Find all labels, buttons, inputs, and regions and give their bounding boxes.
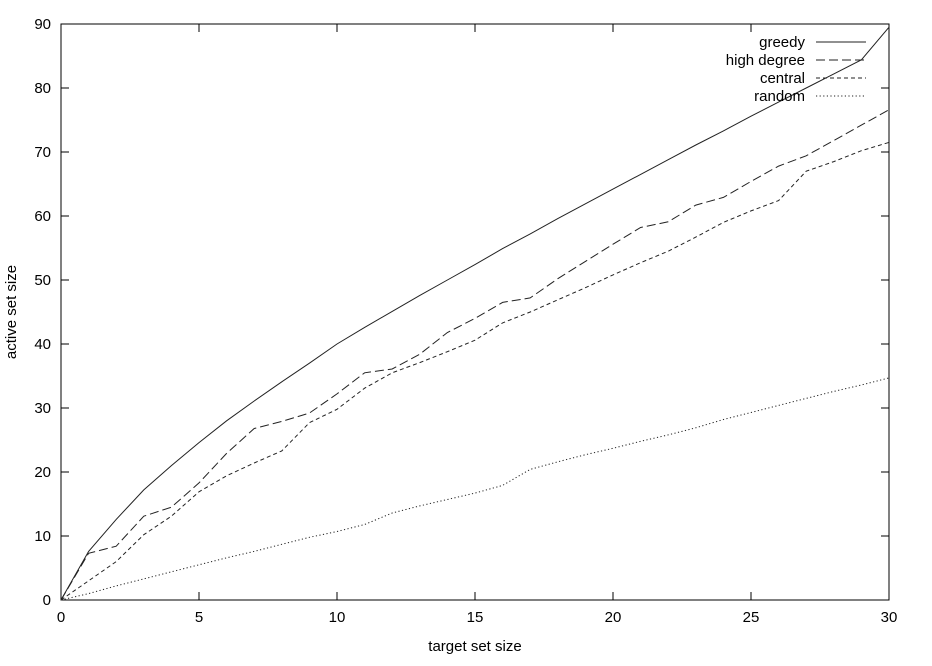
legend-label-random: random (754, 88, 805, 105)
x-axis-title: target set size (428, 638, 521, 655)
y-tick-label: 70 (34, 144, 51, 161)
y-tick-label: 80 (34, 80, 51, 97)
series-line-central (60, 141, 890, 601)
series-layer (60, 26, 890, 601)
y-tick-label: 40 (34, 336, 51, 353)
y-tick-label: 90 (34, 16, 51, 33)
series-line-high-degree (60, 109, 890, 601)
ticks-layer: 0 5 10 15 20 25 30 0 10 20 30 40 50 60 70 80 90 (34, 16, 897, 626)
y-tick-label: 50 (34, 272, 51, 289)
legend-label-high-degree: high degree (726, 52, 805, 69)
y-tick-label: 0 (43, 592, 51, 609)
x-tick-label: 15 (467, 609, 484, 626)
plot-frame (60, 23, 890, 601)
y-axis-title: active set size (3, 265, 20, 359)
y-tick-label: 30 (34, 400, 51, 417)
legend-label-central: central (760, 70, 805, 87)
legend-label-greedy: greedy (759, 34, 805, 51)
x-tick-label: 10 (329, 609, 346, 626)
series-line-random (60, 377, 890, 601)
x-tick-label: 30 (881, 609, 898, 626)
x-tick-label: 20 (605, 609, 622, 626)
y-tick-label: 60 (34, 208, 51, 225)
y-tick-label: 10 (34, 528, 51, 545)
y-tick-label: 20 (34, 464, 51, 481)
series-line-greedy (60, 26, 890, 601)
x-tick-label: 5 (195, 609, 203, 626)
x-tick-label: 25 (743, 609, 760, 626)
x-tick-label: 0 (57, 609, 65, 626)
